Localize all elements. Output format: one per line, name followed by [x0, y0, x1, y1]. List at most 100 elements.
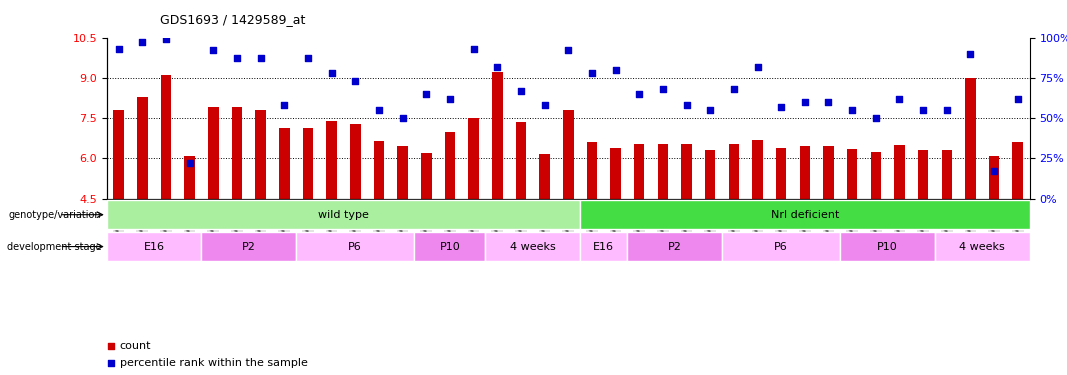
- Bar: [160, 75, 171, 199]
- Point: [275, 102, 292, 108]
- Bar: [966, 78, 976, 199]
- Bar: [847, 149, 858, 199]
- Bar: [871, 152, 881, 199]
- Text: 4 weeks: 4 weeks: [959, 242, 1005, 252]
- Text: P2: P2: [668, 242, 682, 252]
- Point: [394, 115, 411, 121]
- Bar: [137, 97, 147, 199]
- Text: count: count: [120, 341, 152, 351]
- Bar: [202, 232, 296, 261]
- Bar: [610, 148, 621, 199]
- Bar: [373, 141, 384, 199]
- Bar: [894, 145, 905, 199]
- Text: P6: P6: [348, 242, 362, 252]
- Point: [986, 168, 1003, 174]
- Point: [133, 39, 150, 45]
- Point: [749, 63, 766, 69]
- Bar: [722, 232, 841, 261]
- Text: development stage: development stage: [6, 242, 101, 252]
- Point: [442, 96, 459, 102]
- Bar: [107, 200, 580, 229]
- Bar: [397, 146, 408, 199]
- Point: [205, 47, 222, 53]
- Point: [654, 86, 671, 92]
- Bar: [113, 110, 124, 199]
- Point: [891, 96, 908, 102]
- Bar: [232, 107, 242, 199]
- Point: [867, 115, 885, 121]
- Bar: [327, 121, 337, 199]
- Point: [181, 160, 198, 166]
- Bar: [255, 110, 266, 199]
- Bar: [350, 123, 361, 199]
- Bar: [539, 154, 550, 199]
- Point: [726, 86, 743, 92]
- Text: GDS1693 / 1429589_at: GDS1693 / 1429589_at: [160, 13, 305, 26]
- Point: [110, 46, 127, 52]
- Bar: [420, 153, 431, 199]
- Bar: [515, 122, 526, 199]
- Bar: [941, 150, 952, 199]
- Point: [228, 56, 245, 62]
- Point: [584, 70, 601, 76]
- Text: P10: P10: [440, 242, 460, 252]
- Bar: [823, 146, 833, 199]
- Bar: [303, 128, 314, 199]
- Bar: [580, 232, 627, 261]
- Point: [914, 107, 931, 113]
- Bar: [935, 232, 1030, 261]
- Bar: [841, 232, 935, 261]
- Bar: [705, 150, 716, 199]
- Point: [465, 46, 482, 52]
- Bar: [918, 150, 928, 199]
- Point: [631, 91, 648, 97]
- Bar: [468, 118, 479, 199]
- Bar: [681, 144, 691, 199]
- Text: 4 weeks: 4 weeks: [510, 242, 556, 252]
- Bar: [445, 132, 456, 199]
- Bar: [657, 144, 668, 199]
- Point: [489, 63, 506, 69]
- Bar: [185, 156, 195, 199]
- Bar: [296, 232, 414, 261]
- Bar: [1013, 142, 1023, 199]
- Bar: [627, 232, 722, 261]
- Bar: [485, 232, 580, 261]
- Point: [678, 102, 695, 108]
- Bar: [107, 232, 202, 261]
- Point: [536, 102, 553, 108]
- Point: [607, 67, 624, 73]
- Point: [844, 107, 861, 113]
- Point: [559, 47, 576, 53]
- Text: Nrl deficient: Nrl deficient: [770, 210, 839, 220]
- Point: [819, 99, 837, 105]
- Text: percentile rank within the sample: percentile rank within the sample: [120, 358, 307, 368]
- Point: [512, 88, 529, 94]
- Point: [417, 91, 434, 97]
- Point: [702, 107, 719, 113]
- Bar: [989, 156, 1000, 199]
- Bar: [729, 144, 739, 199]
- Point: [252, 56, 269, 62]
- Text: E16: E16: [144, 242, 164, 252]
- Text: genotype/variation: genotype/variation: [9, 210, 101, 220]
- Point: [938, 107, 955, 113]
- Bar: [278, 128, 289, 199]
- Point: [350, 274, 367, 280]
- Point: [1009, 96, 1026, 102]
- Point: [300, 56, 317, 62]
- Bar: [208, 107, 219, 199]
- Bar: [634, 144, 644, 199]
- Text: wild type: wild type: [318, 210, 369, 220]
- Point: [773, 104, 790, 110]
- Bar: [563, 110, 573, 199]
- Text: P10: P10: [877, 242, 898, 252]
- Bar: [492, 72, 503, 199]
- Text: E16: E16: [593, 242, 615, 252]
- Point: [370, 107, 387, 113]
- Point: [323, 70, 340, 76]
- Text: P6: P6: [775, 242, 789, 252]
- Bar: [752, 140, 763, 199]
- Bar: [799, 146, 810, 199]
- Point: [350, 121, 367, 127]
